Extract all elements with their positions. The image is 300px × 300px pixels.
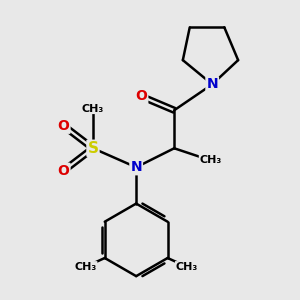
Text: N: N [130, 160, 142, 174]
Text: CH₃: CH₃ [75, 262, 97, 272]
Text: O: O [58, 164, 70, 178]
Text: O: O [58, 119, 70, 133]
Text: O: O [135, 89, 147, 103]
Text: S: S [88, 141, 98, 156]
Text: N: N [206, 77, 218, 91]
Text: CH₃: CH₃ [176, 262, 198, 272]
Text: CH₃: CH₃ [82, 103, 104, 113]
Text: CH₃: CH₃ [200, 155, 222, 165]
